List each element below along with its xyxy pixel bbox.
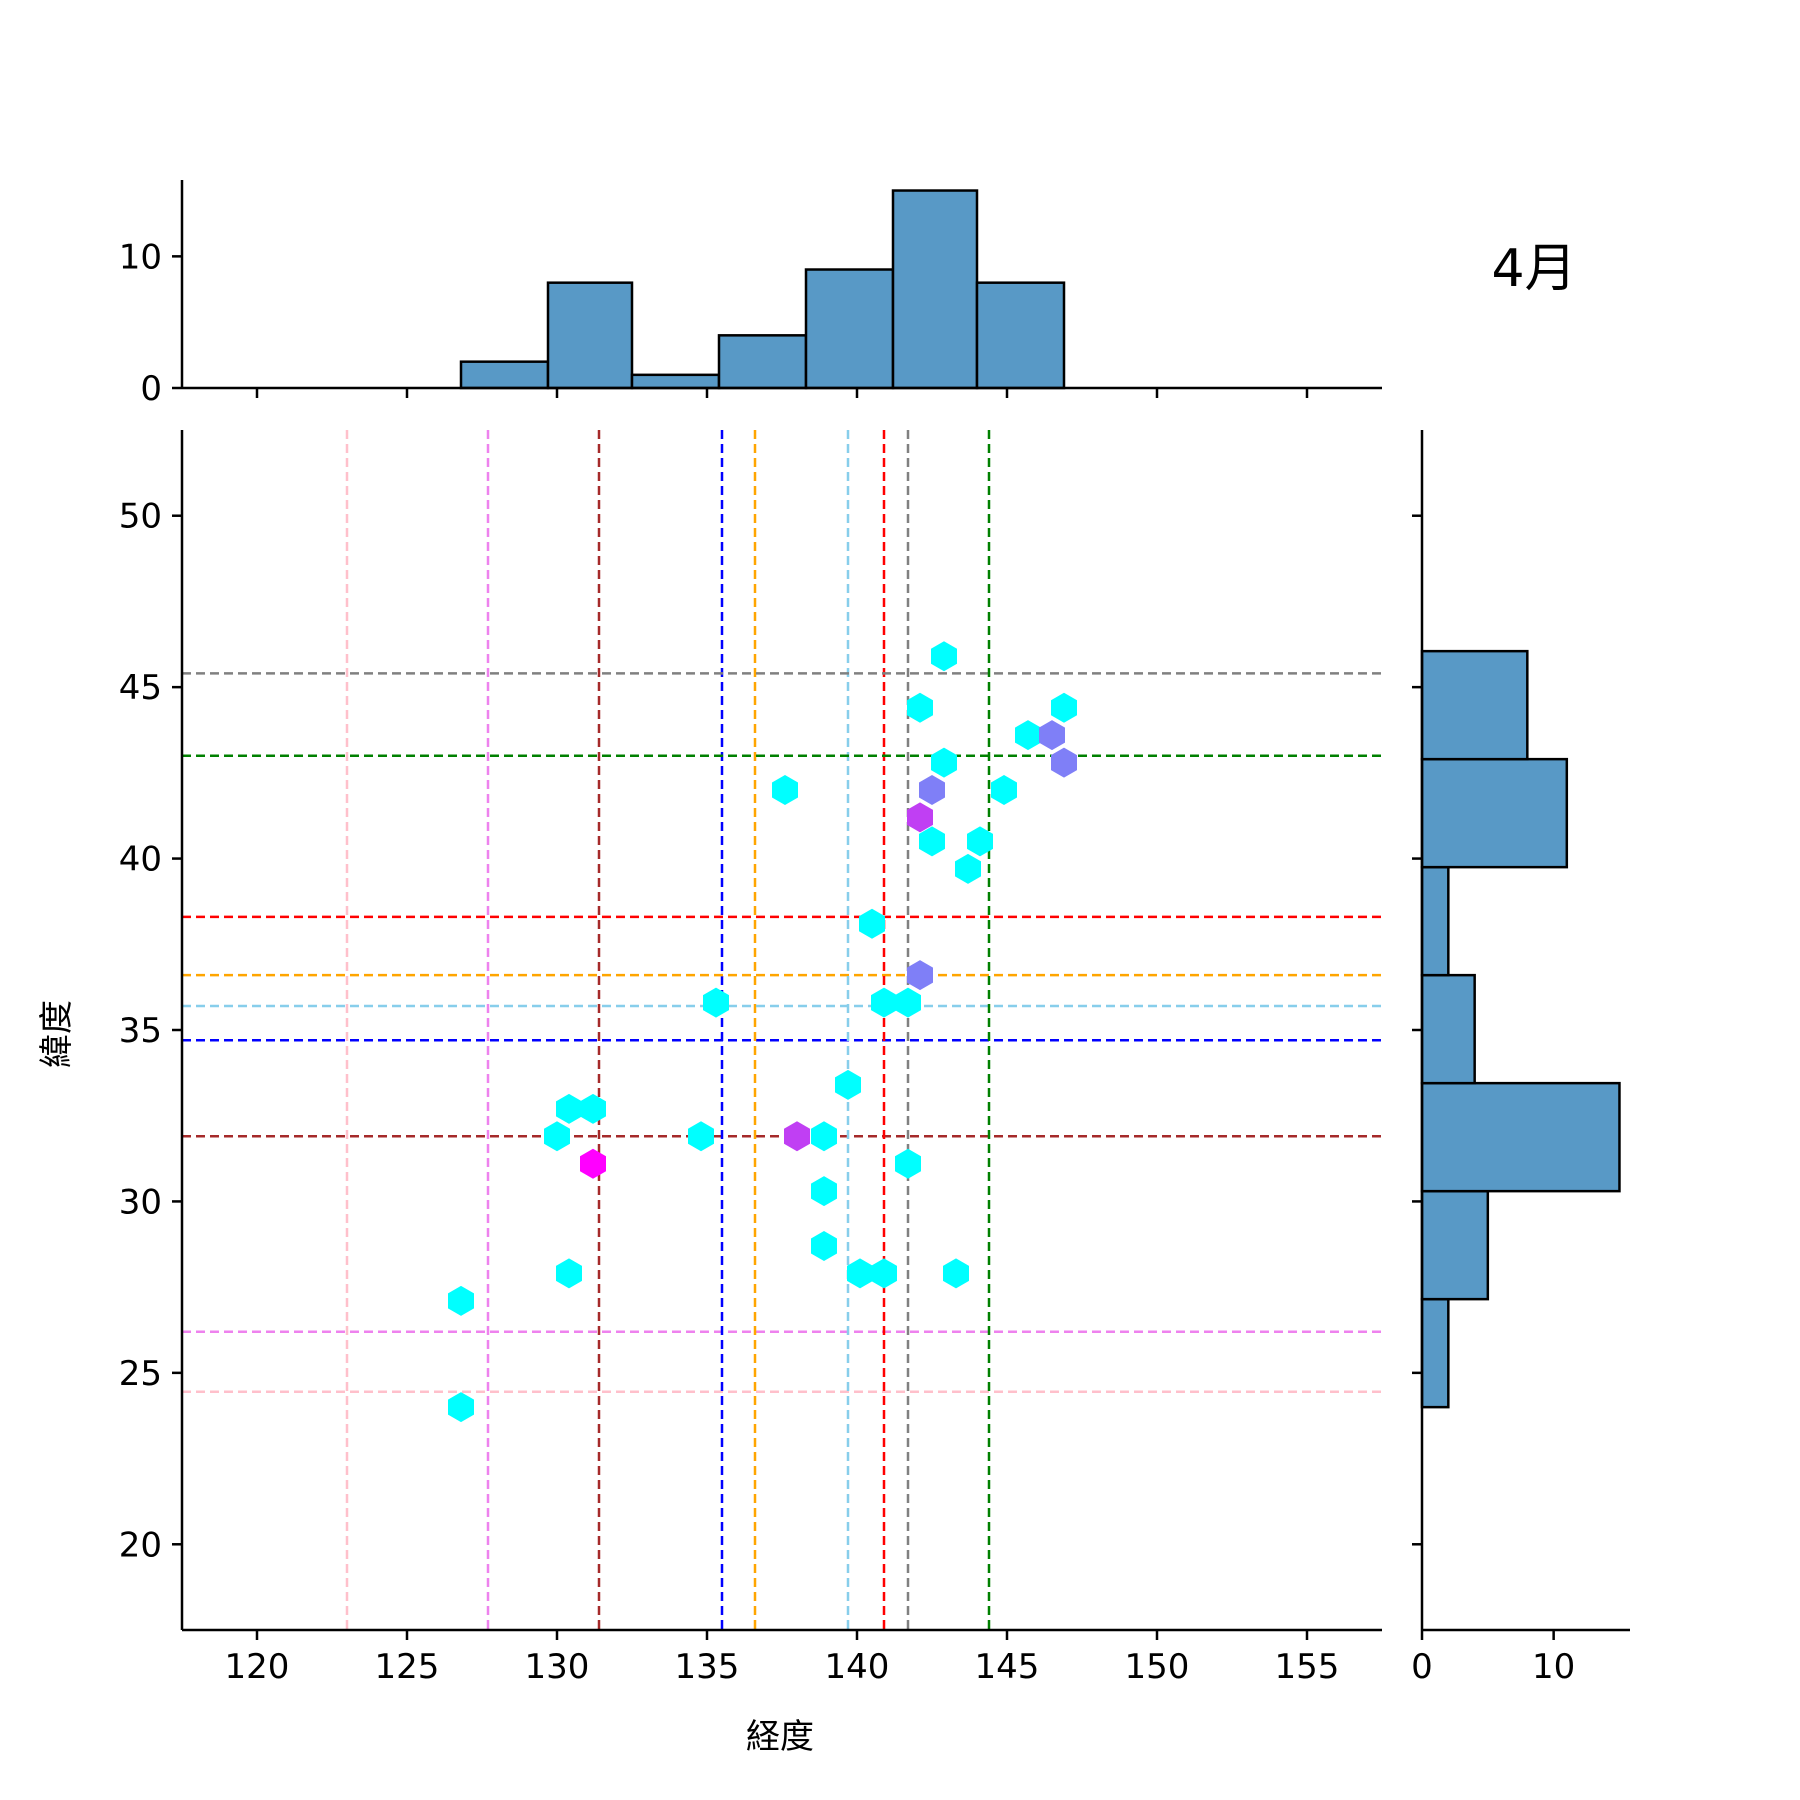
hexbin-point bbox=[1039, 720, 1065, 751]
hexbin-point bbox=[1051, 692, 1077, 723]
hexbin-point bbox=[448, 1285, 474, 1316]
hexbin-point bbox=[919, 826, 945, 857]
hexbin-point bbox=[907, 802, 933, 833]
x-tick-label: 135 bbox=[675, 1647, 740, 1687]
hist-count-tick-label: 0 bbox=[140, 369, 162, 409]
y-tick-label: 45 bbox=[119, 668, 162, 708]
hexbin-point bbox=[871, 1258, 897, 1289]
hexbin-point bbox=[784, 1121, 810, 1152]
hexbin-point bbox=[895, 1148, 921, 1179]
hexbin-point bbox=[448, 1392, 474, 1423]
y-tick-label: 20 bbox=[119, 1525, 162, 1565]
histogram-bar bbox=[630, 373, 721, 390]
x-tick-label: 130 bbox=[525, 1647, 590, 1687]
hexbin-point bbox=[772, 775, 798, 805]
hist-count-tick-label: 10 bbox=[1532, 1647, 1575, 1687]
top-histogram bbox=[459, 189, 1066, 390]
hexbin-point bbox=[871, 987, 897, 1018]
hexbin-point bbox=[1051, 747, 1077, 778]
x-tick-label: 120 bbox=[225, 1647, 290, 1687]
hexbin-point bbox=[931, 747, 957, 778]
y-tick-label: 30 bbox=[119, 1182, 162, 1222]
histogram-bar bbox=[975, 281, 1066, 390]
hexbin-point bbox=[991, 775, 1017, 805]
hexbin-point bbox=[835, 1069, 861, 1100]
histogram-bar bbox=[1420, 757, 1569, 869]
hexbin-point bbox=[811, 1176, 837, 1207]
hexbin-point bbox=[907, 960, 933, 991]
hexbin-point bbox=[556, 1258, 582, 1289]
x-tick-label: 150 bbox=[1125, 1647, 1190, 1687]
histogram-bar bbox=[1420, 1297, 1450, 1409]
reference-lines bbox=[182, 430, 1382, 1630]
hexbin-point bbox=[544, 1121, 570, 1152]
hexbin-point bbox=[556, 1093, 582, 1124]
histogram-bar bbox=[546, 281, 634, 390]
hexbin-point bbox=[895, 987, 921, 1018]
hexbin-point bbox=[943, 1258, 969, 1289]
histogram-bar bbox=[891, 189, 979, 390]
hexbin-point bbox=[811, 1231, 837, 1261]
hexbin-point bbox=[967, 826, 993, 857]
y-tick-label: 25 bbox=[119, 1354, 162, 1394]
histogram-bar bbox=[1420, 649, 1529, 761]
histogram-bar bbox=[1420, 1081, 1621, 1193]
hexbin-point bbox=[580, 1093, 606, 1124]
hexbin-points bbox=[448, 641, 1077, 1423]
histogram-bar bbox=[804, 268, 895, 390]
hexbin-point bbox=[703, 987, 729, 1018]
hexbin-point bbox=[1015, 720, 1041, 751]
hexbin-point bbox=[907, 692, 933, 723]
hexbin-point bbox=[811, 1121, 837, 1152]
histogram-bar bbox=[717, 334, 808, 390]
hexbin-point bbox=[847, 1258, 873, 1289]
y-axis-label: 緯度 bbox=[37, 1000, 77, 1068]
y-tick-label: 50 bbox=[119, 497, 162, 537]
x-tick-label: 155 bbox=[1275, 1647, 1340, 1687]
y-tick-label: 35 bbox=[119, 1011, 162, 1051]
hist-count-tick-label: 0 bbox=[1411, 1647, 1433, 1687]
hexbin-point bbox=[919, 775, 945, 805]
axes: 120 125 130 135 140 145 150 155 20 25 30 35 40 45 50 0 1… bbox=[119, 180, 1630, 1687]
x-tick-label: 140 bbox=[825, 1647, 890, 1687]
x-tick-label: 145 bbox=[975, 1647, 1040, 1687]
hexbin-point bbox=[859, 908, 885, 939]
histogram-bar bbox=[1420, 865, 1450, 977]
histogram-bar bbox=[1420, 973, 1476, 1085]
x-tick-label: 125 bbox=[375, 1647, 440, 1687]
hist-count-tick-label: 10 bbox=[119, 237, 162, 277]
right-histogram bbox=[1420, 649, 1621, 1409]
histogram-bar bbox=[459, 360, 550, 390]
hexbin-point bbox=[688, 1121, 714, 1152]
hexbin-point bbox=[931, 641, 957, 672]
month-annotation: 4月 bbox=[1491, 239, 1576, 299]
histogram-bar bbox=[1420, 1189, 1490, 1301]
y-tick-label: 40 bbox=[119, 840, 162, 880]
x-axis-label: 経度 bbox=[746, 1717, 814, 1757]
hexbin-point bbox=[580, 1148, 606, 1179]
hexbin-point bbox=[955, 853, 981, 884]
